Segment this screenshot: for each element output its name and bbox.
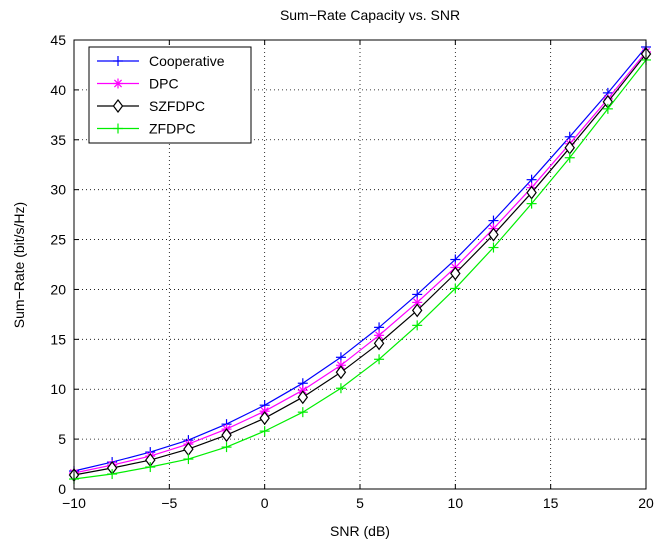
legend-item-zfdpc: ZFDPC [97, 121, 196, 137]
diamond-marker [297, 390, 309, 405]
diamond-marker [373, 336, 385, 351]
diamond-marker [450, 266, 461, 281]
series-line [73, 51, 647, 474]
plus-marker [221, 442, 232, 453]
ticks: −10 −5 0 5 10 15 20 0 5 10 15 20 25 30 35 40 45 [50, 32, 654, 511]
plus-marker [602, 103, 613, 114]
legend-item-szfdpc: SZFDPC [97, 98, 205, 114]
plus-marker [107, 469, 118, 480]
legend: Cooperative DPC SZFDPC ZFDPC [88, 46, 252, 144]
asterisk-marker [113, 78, 123, 89]
plus-marker [564, 152, 575, 163]
series-line [73, 59, 647, 480]
x-tick-label: 10 [448, 495, 464, 511]
marker-stroke [375, 331, 384, 340]
x-tick-label: 5 [356, 495, 364, 511]
x-axis-label: SNR (dB) [330, 523, 390, 539]
x-tick-label: 0 [261, 495, 269, 511]
y-tick-label: 20 [50, 281, 66, 297]
x-tick-label: −5 [161, 495, 177, 511]
y-tick-label: 25 [50, 232, 66, 248]
plus-marker [113, 56, 123, 66]
y-tick-label: 0 [58, 481, 66, 497]
marker-stroke [413, 298, 422, 307]
legend-label: Cooperative [149, 53, 225, 69]
plus-marker [412, 320, 423, 331]
chart-title: Sum−Rate Capacity vs. SNR [280, 7, 460, 23]
plus-marker [145, 462, 156, 473]
diamond-marker [112, 99, 124, 113]
x-tick-label: −10 [62, 495, 86, 511]
diamond-marker [335, 365, 347, 380]
plus-marker [374, 354, 385, 365]
legend-label: ZFDPC [149, 121, 196, 137]
plus-marker [297, 407, 308, 418]
legend-item-dpc: DPC [97, 76, 179, 92]
y-tick-label: 15 [50, 331, 66, 347]
diamond-marker [221, 428, 232, 443]
diamond-marker [488, 227, 499, 242]
marker-stroke [113, 79, 123, 88]
x-tick-label: 20 [638, 495, 654, 511]
plus-marker [259, 426, 270, 437]
y-tick-label: 10 [50, 381, 66, 397]
legend-item-cooperative: Cooperative [97, 53, 225, 69]
y-axis-label: Sum−Rate (bit/s/Hz) [11, 202, 27, 328]
plus-marker [526, 198, 537, 209]
diamond-marker [411, 303, 423, 318]
legend-label: SZFDPC [149, 98, 205, 114]
y-tick-label: 45 [50, 32, 66, 48]
series-line [73, 53, 647, 476]
legend-box [88, 46, 252, 144]
x-tick-label: 15 [543, 495, 559, 511]
plus-marker [183, 454, 194, 465]
series-zfdpc [69, 54, 651, 485]
plus-marker [335, 383, 346, 394]
plus-marker [113, 123, 123, 134]
legend-label: DPC [149, 76, 179, 92]
plus-marker [450, 283, 461, 294]
series-line [73, 46, 647, 472]
y-tick-label: 40 [50, 82, 66, 98]
diamond-marker [259, 411, 270, 426]
series-layer [68, 41, 652, 485]
y-tick-label: 5 [58, 431, 66, 447]
grid [74, 40, 646, 489]
y-tick-label: 30 [50, 182, 66, 198]
plus-marker [488, 242, 499, 253]
y-tick-label: 35 [50, 132, 66, 148]
